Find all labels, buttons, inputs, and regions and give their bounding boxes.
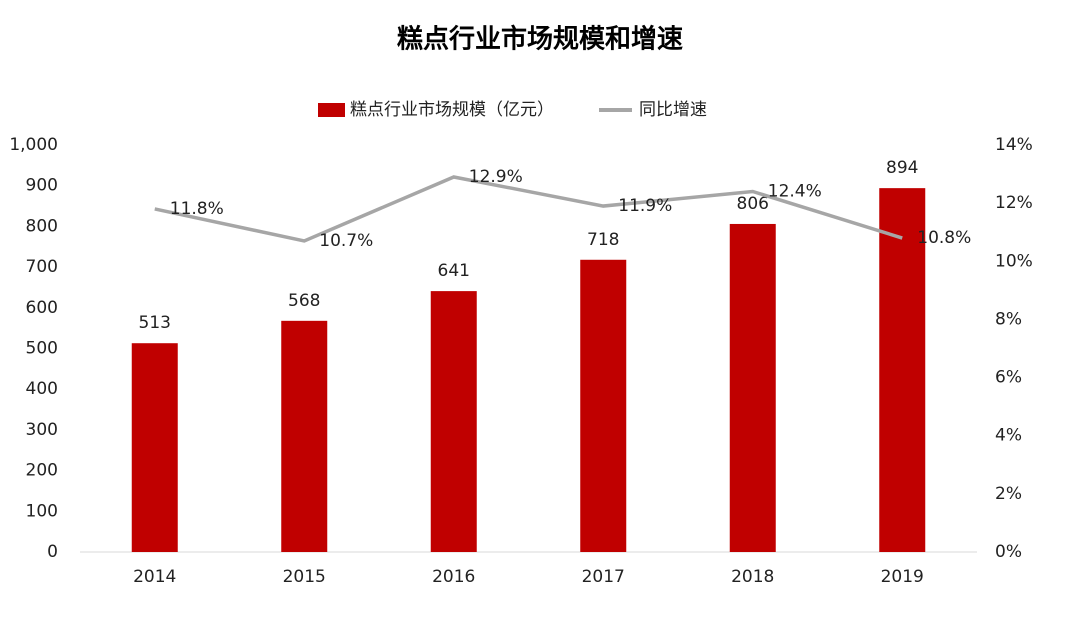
y2-tick-label: 10%	[995, 251, 1033, 271]
bar	[281, 320, 328, 552]
y-tick-label: 200	[26, 461, 58, 481]
y-tick-label: 500	[26, 339, 58, 359]
bar	[729, 223, 776, 552]
x-tick-label: 2017	[582, 567, 625, 587]
y2-tick-label: 4%	[995, 426, 1022, 446]
y-tick-label: 600	[26, 298, 58, 318]
y-tick-label: 1,000	[9, 135, 58, 155]
x-tick-label: 2014	[133, 567, 176, 587]
legend-swatch	[318, 103, 345, 117]
line-value-label: 10.7%	[319, 231, 373, 251]
x-tick-label: 2018	[731, 567, 774, 587]
chart-title: 糕点行业市场规模和增速	[397, 24, 683, 55]
y-tick-label: 800	[26, 216, 58, 236]
line-value-label: 12.9%	[469, 167, 523, 187]
bar-value-label: 806	[737, 194, 769, 214]
bar	[879, 188, 926, 552]
y-tick-label: 400	[26, 379, 58, 399]
y-tick-label: 100	[26, 501, 58, 521]
x-tick-label: 2019	[881, 567, 924, 587]
y2-tick-label: 6%	[995, 368, 1022, 388]
line-value-label: 10.8%	[917, 228, 971, 248]
bar-value-label: 718	[587, 230, 619, 250]
bar	[580, 259, 627, 552]
bar-value-label: 894	[886, 158, 918, 178]
bar-value-label: 568	[288, 291, 320, 311]
bar	[131, 343, 178, 552]
y-tick-label: 300	[26, 420, 58, 440]
legend-label: 同比增速	[639, 100, 707, 120]
bar	[430, 291, 477, 552]
x-tick-label: 2016	[432, 567, 475, 587]
line-value-label: 11.8%	[170, 199, 224, 219]
y2-tick-label: 2%	[995, 484, 1022, 504]
y2-tick-label: 0%	[995, 542, 1022, 562]
bar-value-label: 641	[438, 261, 470, 281]
y2-tick-label: 8%	[995, 309, 1022, 329]
bar-value-label: 513	[139, 313, 171, 333]
y2-tick-label: 12%	[995, 193, 1033, 213]
x-tick-label: 2015	[283, 567, 326, 587]
y-tick-label: 700	[26, 257, 58, 277]
y-tick-label: 900	[26, 176, 58, 196]
legend-label: 糕点行业市场规模（亿元）	[350, 100, 554, 120]
y-tick-label: 0	[47, 542, 58, 562]
line	[154, 175, 903, 243]
y2-tick-label: 14%	[995, 135, 1033, 155]
line-value-label: 12.4%	[768, 182, 822, 202]
line-value-label: 11.9%	[618, 196, 672, 216]
